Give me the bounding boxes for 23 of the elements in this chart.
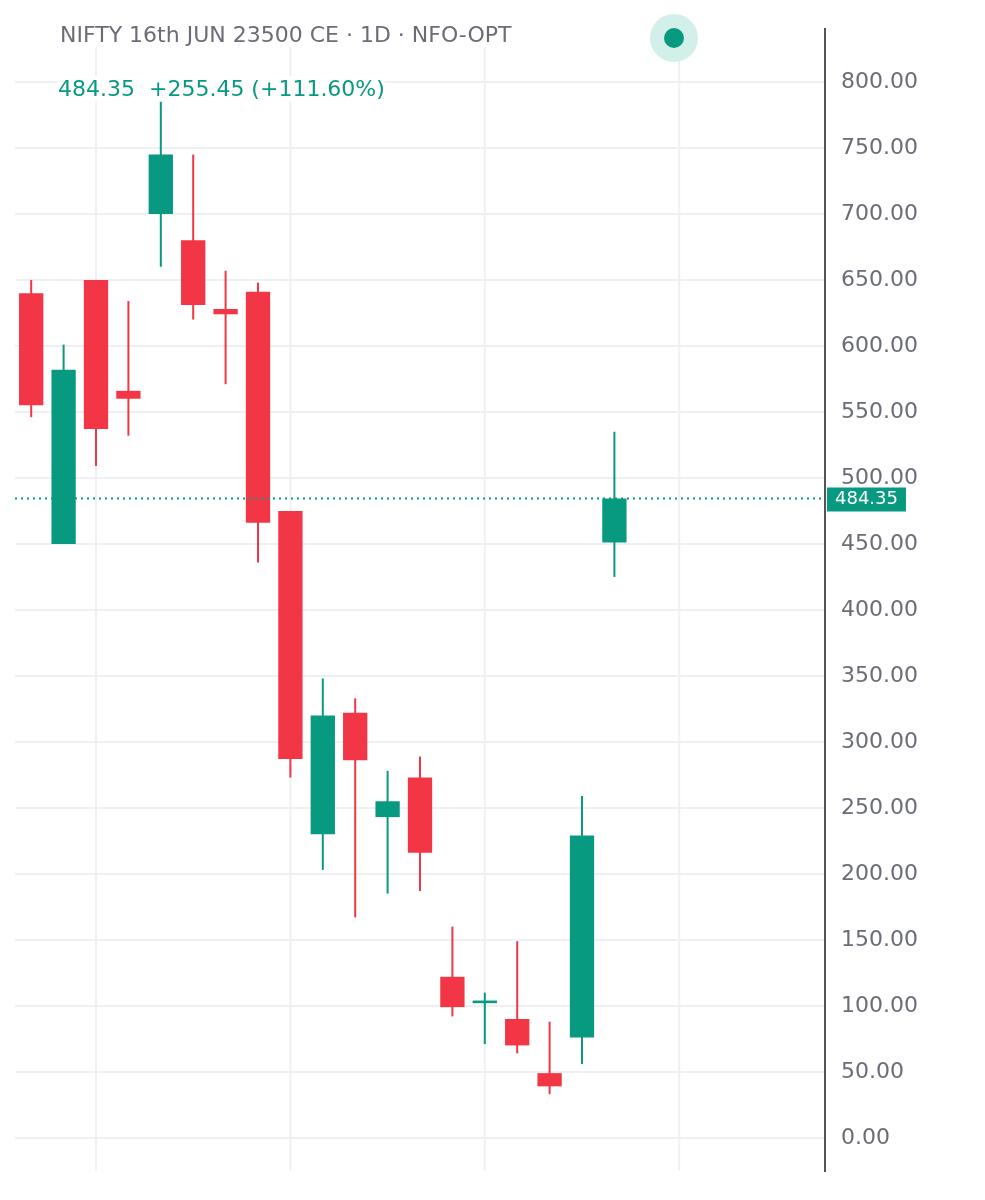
y-tick-label: 650.00 [841, 265, 918, 291]
chart-title: NIFTY 16th JUN 23500 CE · 1D · NFO-OPT [60, 22, 512, 47]
y-tick-label: 450.00 [841, 529, 918, 555]
y-tick-label: 150.00 [841, 925, 918, 951]
y-tick-label: 50.00 [841, 1057, 904, 1083]
y-tick-label: 400.00 [841, 595, 918, 621]
y-tick-label: 600.00 [841, 331, 918, 357]
y-tick-label: 300.00 [841, 727, 918, 753]
y-tick-label: 250.00 [841, 793, 918, 819]
candlestick [213, 269, 238, 386]
y-tick-label: 100.00 [841, 991, 918, 1017]
y-tick-label: 350.00 [841, 661, 918, 687]
candlestick [375, 769, 400, 895]
ref-line-label: 484.35 [835, 487, 898, 509]
y-tick-label: 800.00 [841, 67, 918, 93]
y-tick-label: 550.00 [841, 397, 918, 423]
y-tick-label: 0.00 [841, 1123, 890, 1149]
y-tick-label: 200.00 [841, 859, 918, 885]
y-tick-label: 500.00 [841, 463, 918, 489]
y-tick-label: 700.00 [841, 199, 918, 225]
text: 484.35 +255.45 (+111.60%) [58, 76, 385, 101]
y-tick-label: 750.00 [841, 133, 918, 159]
candlestick [116, 300, 141, 437]
